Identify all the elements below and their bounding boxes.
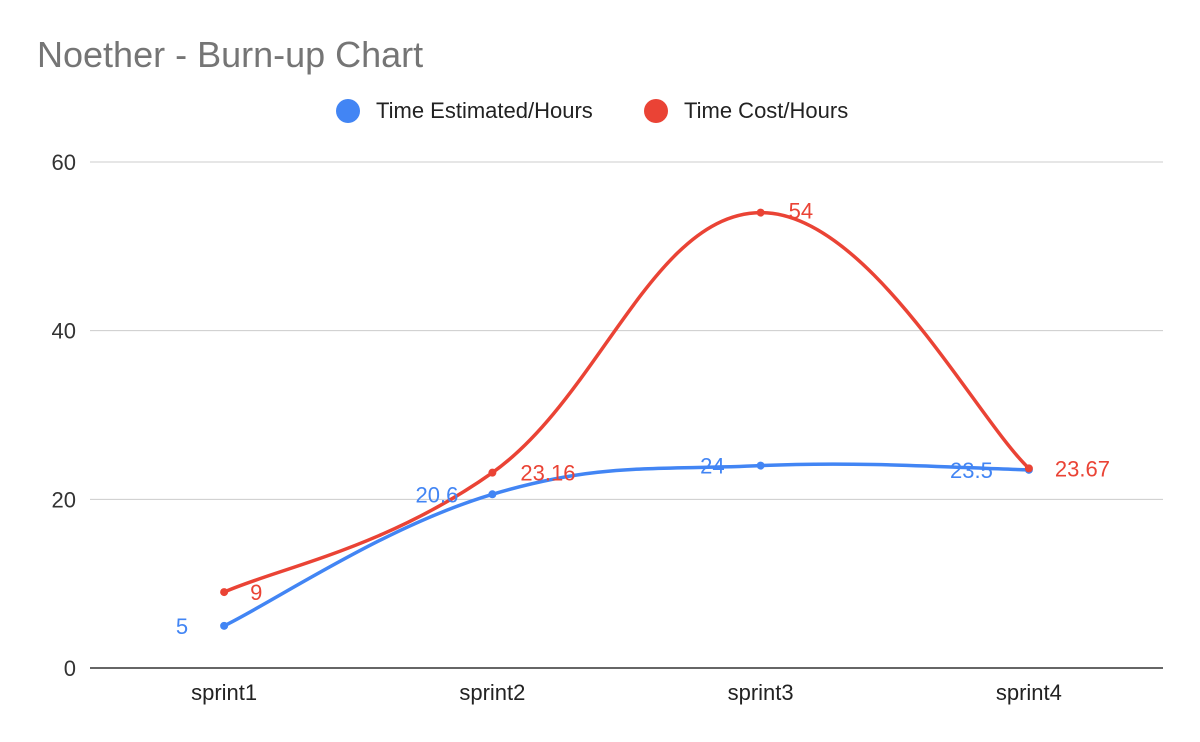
data-point-cost	[1024, 464, 1033, 473]
data-labels: 5 20.6 24 23.5 9 23.16 54 23.67	[176, 199, 1110, 639]
legend: Time Estimated/Hours Time Cost/Hours	[0, 98, 1200, 128]
y-tick-label: 0	[64, 656, 76, 681]
data-point-cost	[220, 588, 229, 597]
data-point-estimated	[756, 461, 765, 470]
data-label-estimated: 5	[176, 614, 188, 639]
x-tick-label: sprint4	[996, 680, 1062, 705]
legend-label-estimated: Time Estimated/Hours	[376, 98, 593, 123]
data-point-estimated	[220, 621, 229, 630]
data-point-cost	[488, 468, 497, 477]
y-axis-ticks: 0 20 40 60	[52, 150, 76, 681]
data-point-estimated	[488, 490, 497, 499]
x-tick-label: sprint1	[191, 680, 257, 705]
y-tick-label: 20	[52, 487, 76, 512]
gridlines	[90, 161, 1163, 500]
data-label-estimated: 23.5	[950, 458, 993, 483]
x-tick-label: sprint3	[728, 680, 794, 705]
legend-item-cost[interactable]: Time Cost/Hours	[644, 98, 848, 124]
series-lines	[222, 210, 1031, 628]
series-line-estimated	[222, 462, 1031, 628]
series-points	[220, 208, 1033, 630]
data-label-estimated: 24	[700, 454, 724, 479]
data-label-estimated: 20.6	[416, 482, 459, 507]
y-tick-label: 60	[52, 150, 76, 175]
data-label-cost: 23.67	[1055, 456, 1110, 481]
data-label-cost: 23.16	[520, 461, 575, 486]
data-point-cost	[756, 208, 765, 217]
series-line-cost	[222, 210, 1031, 594]
data-label-cost: 54	[789, 199, 813, 224]
legend-label-cost: Time Cost/Hours	[684, 98, 849, 123]
legend-dot-cost	[644, 99, 668, 123]
legend-item-estimated[interactable]: Time Estimated/Hours	[336, 98, 593, 124]
data-label-cost: 9	[250, 580, 262, 605]
x-axis-ticks: sprint1 sprint2 sprint3 sprint4	[191, 680, 1062, 705]
legend-dot-estimated	[336, 99, 360, 123]
chart-title: Noether - Burn-up Chart	[37, 34, 424, 75]
y-tick-label: 40	[52, 319, 76, 344]
x-tick-label: sprint2	[459, 680, 525, 705]
